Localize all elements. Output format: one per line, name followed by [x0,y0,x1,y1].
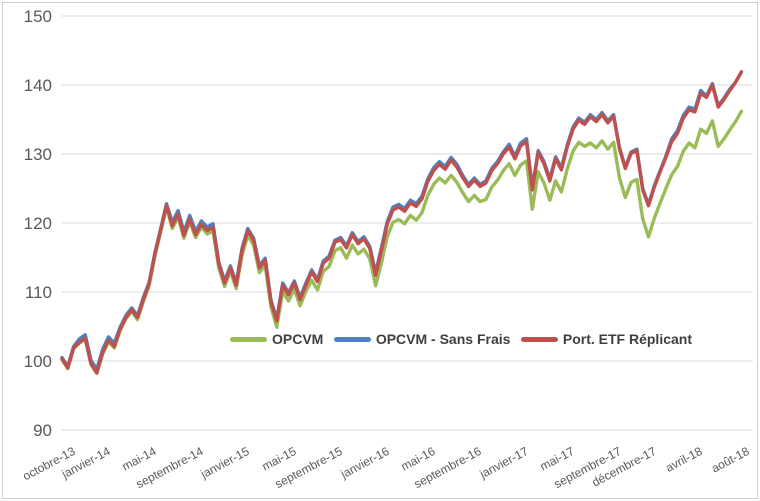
chart-legend: OPCVM OPCVM - Sans Frais Port. ETF Réplica… [230,327,692,351]
legend-item-port-etf-r-plicant: Port. ETF Réplicant [520,331,692,347]
y-tick-label: 100 [23,352,52,371]
y-tick-label: 130 [23,145,52,164]
y-tick-label: 150 [23,7,52,26]
legend-line-swatch [333,336,371,342]
legend-label: OPCVM [272,331,324,347]
legend-item-opcvm-sans-frais: OPCVM - Sans Frais [333,331,511,347]
y-tick-label: 140 [23,76,52,95]
y-tick-label: 120 [23,214,52,233]
y-tick-label: 110 [24,283,52,302]
legend-line-swatch [230,336,267,342]
series-line-port-etf-r-plicant [60,70,744,375]
legend-label: Port. ETF Réplicant [562,331,692,347]
y-tick-label: 90 [33,421,52,440]
legend-line-swatch [520,336,558,342]
legend-item-opcvm: OPCVM [230,331,323,347]
legend-label: OPCVM - Sans Frais [375,331,511,347]
